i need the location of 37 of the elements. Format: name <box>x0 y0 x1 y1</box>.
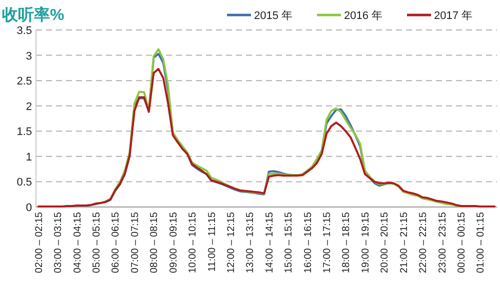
x-tick-label: 08:00 – 08:15 <box>149 212 160 274</box>
x-tick-label: 03:00 – 03:15 <box>53 212 64 274</box>
x-tick-label: 13:00 – 13:15 <box>245 212 256 274</box>
y-tick-label: 0 <box>26 202 32 214</box>
legend-label: 2016 年 <box>344 10 383 22</box>
x-tick-label: 19:00 – 19:15 <box>360 212 372 274</box>
y-tick-label: 2 <box>26 100 32 113</box>
x-tick-label: 10:00 – 10:15 <box>188 212 199 274</box>
x-tick-label: 15:00 – 15:15 <box>284 212 295 274</box>
x-tick-label: 14:00 – 14:15 <box>264 212 276 274</box>
legend-label: 2017 年 <box>434 10 473 22</box>
y-tick-label: 2.5 <box>16 76 32 88</box>
y-tick-label: 1 <box>26 151 32 164</box>
x-tick-label: 12:00 – 12:15 <box>226 212 237 274</box>
x-tick-label: 18:00 – 18:15 <box>341 212 352 274</box>
y-tick-label: 3 <box>26 50 32 62</box>
y-tick-label: 1.5 <box>16 126 32 138</box>
x-tick-label: 01:00 – 01:15 <box>476 212 487 274</box>
x-tick-label: 04:00 – 04:15 <box>72 212 84 274</box>
x-tick-label: 02:00 – 02:15 <box>34 212 45 274</box>
x-tick-label: 23:00 – 23:15 <box>437 212 448 274</box>
x-tick-label: 16:00 – 16:15 <box>302 212 314 274</box>
x-tick-label: 22:00 – 22:15 <box>418 212 430 274</box>
y-tick-label: 3.5 <box>16 25 32 37</box>
y-tick-label: 0.5 <box>16 176 32 189</box>
line-series <box>37 68 496 208</box>
legend-label: 2015 年 <box>254 10 293 22</box>
x-tick-label: 17:00 – 17:15 <box>322 212 334 274</box>
chart-title: 收听率% <box>2 5 64 24</box>
x-tick-label: 05:00 – 05:15 <box>92 212 103 274</box>
x-tick-label: 21:00 – 21:15 <box>398 212 410 274</box>
x-tick-label: 00:00 – 00:15 <box>456 212 468 274</box>
x-tick-label: 06:00 – 06:15 <box>110 212 122 274</box>
x-tick-label: 20:00 – 20:15 <box>380 212 391 274</box>
x-tick-label: 07:00 – 07:15 <box>130 212 141 274</box>
x-tick-label: 09:00 – 09:15 <box>168 212 180 274</box>
x-tick-label: 11:00 – 11:15 <box>206 212 218 272</box>
